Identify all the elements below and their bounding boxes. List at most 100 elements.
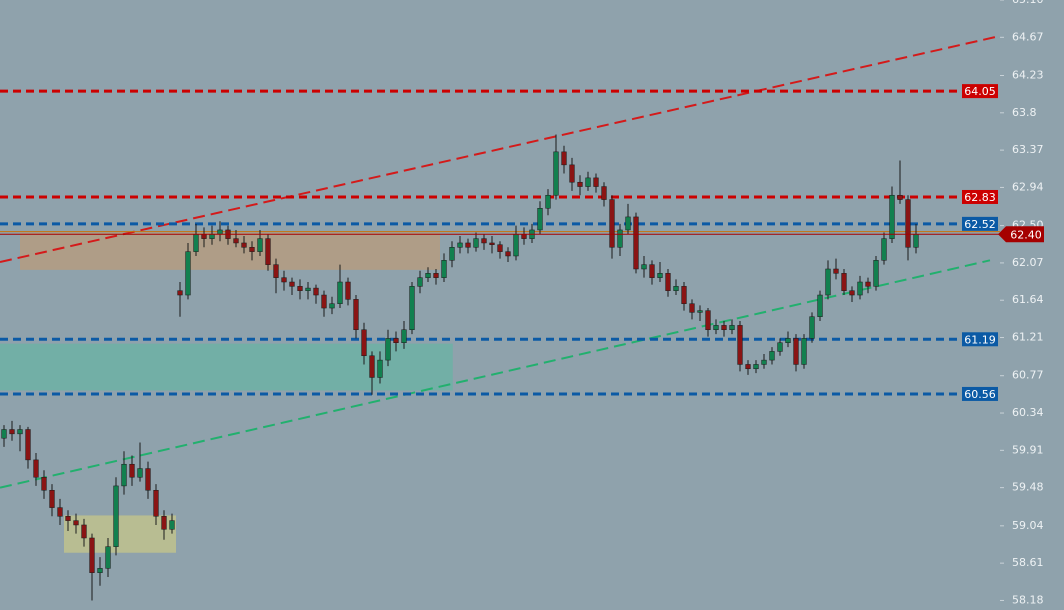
candle-body <box>273 264 279 278</box>
y-tick-label: 62.94 <box>1012 180 1044 193</box>
candle-body <box>401 329 407 343</box>
candle-body <box>97 568 103 573</box>
candle-body <box>577 181 583 187</box>
y-tick-label: 61.64 <box>1012 293 1044 306</box>
candle-body <box>841 273 847 291</box>
candle-body <box>497 244 503 252</box>
candle-body <box>801 338 807 365</box>
candle-body <box>553 151 559 196</box>
level-label: 64.05 <box>964 85 996 98</box>
y-tick-label: 60.34 <box>1012 406 1044 419</box>
candle-body <box>313 287 319 296</box>
candle-body <box>673 286 679 291</box>
candle-body <box>465 242 471 248</box>
candle-body <box>609 199 615 248</box>
candle-body <box>57 507 63 517</box>
candle-body <box>521 234 527 239</box>
candle-body <box>209 234 215 239</box>
candle-body <box>41 476 47 491</box>
candle-body <box>241 242 247 248</box>
candle-body <box>873 260 879 287</box>
candle-body <box>441 260 447 278</box>
candle-body <box>417 277 423 287</box>
candle-body <box>249 247 255 252</box>
candle-body <box>329 303 335 309</box>
candle-body <box>473 238 479 248</box>
candle-body <box>305 287 311 291</box>
candle-body <box>753 364 759 370</box>
price-label: 62.40 <box>1010 228 1042 241</box>
candle-body <box>729 325 735 330</box>
candle-body <box>721 325 727 330</box>
candle-body <box>785 338 791 343</box>
level-label-box <box>962 84 998 99</box>
candle-body <box>585 177 591 187</box>
candle-body <box>689 303 695 313</box>
candle-body <box>321 294 327 309</box>
candle-body <box>81 524 87 539</box>
y-tick-label: 62.07 <box>1012 256 1044 269</box>
y-tick-label: 65.10 <box>1012 0 1044 6</box>
candle-body <box>65 516 71 521</box>
candle-body <box>761 359 767 365</box>
candle-body <box>281 277 287 283</box>
level-label-box <box>962 386 998 401</box>
candle-body <box>681 286 687 304</box>
candle-body <box>657 273 663 278</box>
candle-body <box>857 281 863 296</box>
candle-body <box>601 186 607 200</box>
zone <box>64 515 176 553</box>
candle-body <box>113 485 119 547</box>
level-label: 61.19 <box>964 333 996 346</box>
y-tick-label: 59.91 <box>1012 443 1044 456</box>
candle-body <box>593 177 599 187</box>
candle-body <box>745 364 751 370</box>
candle-body <box>913 234 919 248</box>
candle-body <box>697 310 703 313</box>
candle-body <box>169 520 175 530</box>
candle-body <box>353 299 359 330</box>
candle-body <box>345 281 351 300</box>
candle-body <box>9 429 15 435</box>
candle-body <box>145 468 151 491</box>
level-label: 62.83 <box>964 191 996 204</box>
candle-body <box>537 208 543 231</box>
y-tick-label: 59.48 <box>1012 481 1044 494</box>
candle-body <box>49 490 55 508</box>
candle-body <box>297 286 303 291</box>
candle-body <box>161 516 167 530</box>
zone <box>0 343 453 391</box>
candle-body <box>793 338 799 365</box>
candle-body <box>569 164 575 183</box>
candle-body <box>825 268 831 296</box>
candle-body <box>89 537 95 573</box>
candle-body <box>361 329 367 357</box>
candle-body <box>881 238 887 261</box>
y-tick-label: 64.67 <box>1012 30 1044 43</box>
y-tick-label: 64.23 <box>1012 68 1044 81</box>
candle-body <box>409 286 415 330</box>
y-tick-label: 59.04 <box>1012 519 1044 532</box>
candle-body <box>137 468 143 478</box>
candle-body <box>377 359 383 378</box>
level-label-box <box>962 216 998 231</box>
candle-body <box>433 273 439 278</box>
candle-body <box>425 273 431 278</box>
candle-body <box>737 325 743 365</box>
candle-body <box>73 520 79 526</box>
candle-body <box>217 229 223 235</box>
candle-body <box>865 281 871 287</box>
candle-body <box>185 251 191 296</box>
candle-body <box>905 199 911 248</box>
candle-body <box>393 338 399 343</box>
candle-body <box>665 273 671 291</box>
candle-body <box>369 355 375 378</box>
candle-body <box>129 463 135 478</box>
y-tick-label: 63.37 <box>1012 143 1044 156</box>
level-label-box <box>962 189 998 204</box>
candle-body <box>385 338 391 361</box>
candle-body <box>489 242 495 245</box>
y-tick-label: 63.8 <box>1012 106 1037 119</box>
candle-body <box>33 459 39 478</box>
